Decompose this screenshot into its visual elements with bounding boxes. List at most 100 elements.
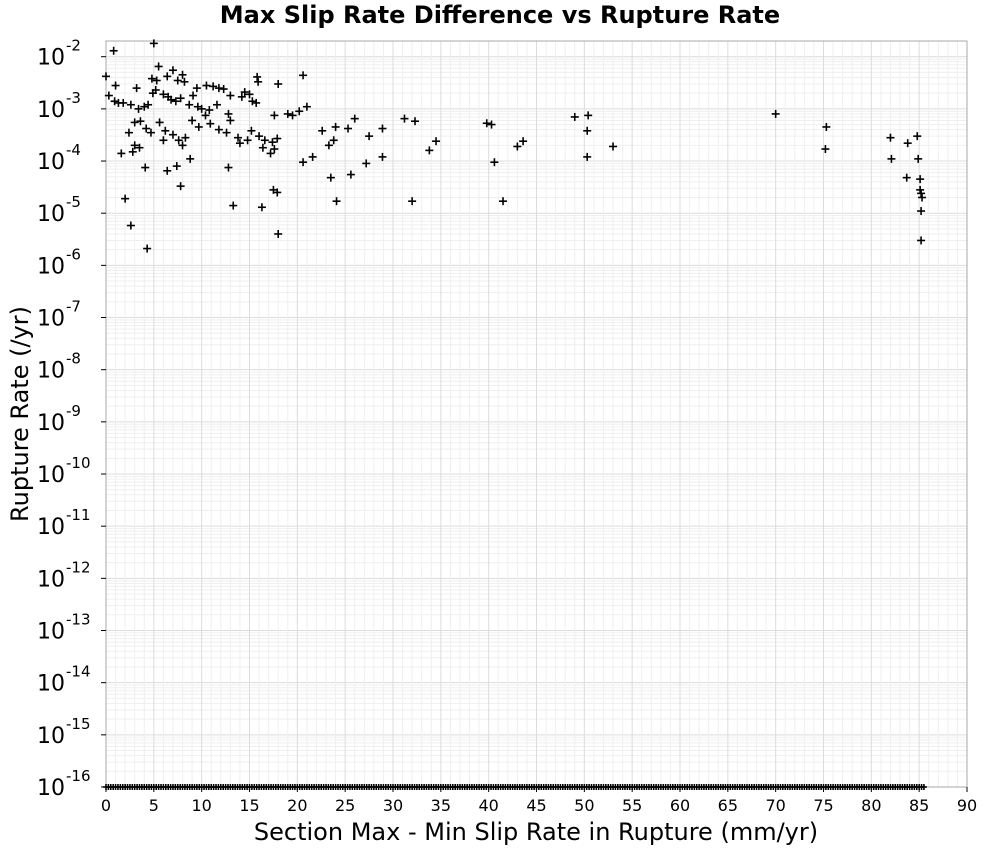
y-tick-exponent: -9: [66, 402, 81, 420]
data-point: [240, 88, 249, 97]
data-point: [209, 82, 218, 91]
x-tick-label: 20: [287, 796, 307, 815]
data-point: [584, 111, 593, 120]
data-point: [913, 132, 922, 141]
data-point: [609, 142, 618, 151]
x-tick-label: 75: [813, 796, 833, 815]
y-tick-exponent: -7: [66, 298, 81, 316]
x-axis-ticks: 0 5 10 15 20 25 30 35 40 45 50 55 60 65 70 75 80 85 90: [101, 787, 977, 815]
data-point: [499, 197, 508, 206]
data-point: [237, 92, 246, 101]
y-tick-exponent: -12: [66, 558, 91, 576]
data-point: [149, 39, 158, 48]
x-tick-label: 45: [526, 796, 546, 815]
data-point: [274, 79, 283, 88]
data-point: [326, 173, 335, 182]
data-point: [266, 149, 275, 158]
data-point: [255, 132, 264, 141]
data-point: [274, 229, 283, 238]
y-tick-exponent: -5: [66, 193, 81, 211]
data-point: [135, 143, 144, 152]
data-point: [903, 139, 912, 148]
x-tick-label: 90: [957, 796, 977, 815]
x-tick-label: 60: [670, 796, 690, 815]
data-point: [124, 128, 133, 137]
data-point: [197, 104, 206, 113]
data-point: [102, 72, 110, 81]
data-point: [822, 122, 831, 131]
x-tick-label: 55: [622, 796, 642, 815]
data-point: [583, 126, 592, 135]
data-point: [147, 74, 156, 83]
data-point: [243, 136, 252, 145]
data-point: [142, 124, 151, 133]
data-point: [365, 132, 374, 141]
data-point: [134, 104, 143, 113]
data-point: [482, 119, 491, 128]
data-point: [152, 76, 161, 85]
x-tick-label: 30: [383, 796, 403, 815]
data-point: [110, 97, 119, 106]
data-point: [308, 152, 317, 161]
data-point: [324, 141, 333, 150]
data-point: [332, 197, 341, 206]
data-point: [257, 203, 266, 212]
data-point: [172, 162, 181, 171]
data-point: [378, 124, 387, 133]
data-point: [141, 163, 150, 172]
y-tick-label: 10: [37, 411, 65, 436]
y-tick-label: 10: [37, 672, 65, 697]
data-point: [171, 97, 180, 106]
data-point: [273, 134, 282, 143]
data-point: [295, 107, 304, 116]
y-tick-label: 10: [37, 724, 65, 749]
data-point: [917, 189, 926, 198]
data-point: [918, 193, 927, 202]
data-point: [181, 133, 190, 142]
data-point: [490, 158, 499, 167]
data-point: [519, 137, 528, 146]
data-point: [886, 133, 895, 142]
data-point: [176, 94, 185, 103]
data-point: [411, 117, 420, 126]
y-tick-exponent: -8: [66, 350, 81, 368]
data-point: [917, 236, 926, 245]
data-point: [194, 122, 203, 131]
data-point: [168, 66, 177, 75]
data-point: [331, 122, 340, 131]
y-tick-label: 10: [37, 150, 65, 175]
x-tick-label: 70: [765, 796, 785, 815]
data-point: [229, 201, 238, 210]
data-point: [180, 77, 189, 86]
x-tick-label: 50: [574, 796, 594, 815]
x-tick-label: 85: [909, 796, 929, 815]
data-point: [224, 109, 233, 118]
data-point: [178, 141, 187, 150]
data-point: [186, 154, 195, 163]
data-point: [163, 166, 172, 175]
data-point: [302, 102, 311, 111]
data-point: [167, 95, 176, 104]
chart-title: Max Slip Rate Difference vs Rupture Rate: [220, 1, 780, 29]
x-tick-label: 35: [431, 796, 451, 815]
data-point: [154, 62, 163, 71]
y-tick-label: 10: [37, 620, 65, 645]
data-point: [117, 149, 126, 158]
data-point: [224, 163, 233, 172]
data-point: [350, 114, 359, 123]
data-point: [299, 71, 308, 80]
data-point: [771, 109, 780, 118]
y-tick-label: 10: [37, 202, 65, 227]
x-tick-label: 25: [335, 796, 355, 815]
data-point: [121, 194, 130, 203]
data-point: [235, 139, 244, 148]
y-tick-exponent: -14: [66, 663, 91, 681]
data-point: [821, 145, 830, 154]
data-point: [288, 111, 297, 120]
data-point: [174, 136, 183, 145]
floor-point: [920, 784, 927, 790]
y-tick-exponent: -16: [66, 767, 91, 785]
data-point: [226, 116, 235, 125]
